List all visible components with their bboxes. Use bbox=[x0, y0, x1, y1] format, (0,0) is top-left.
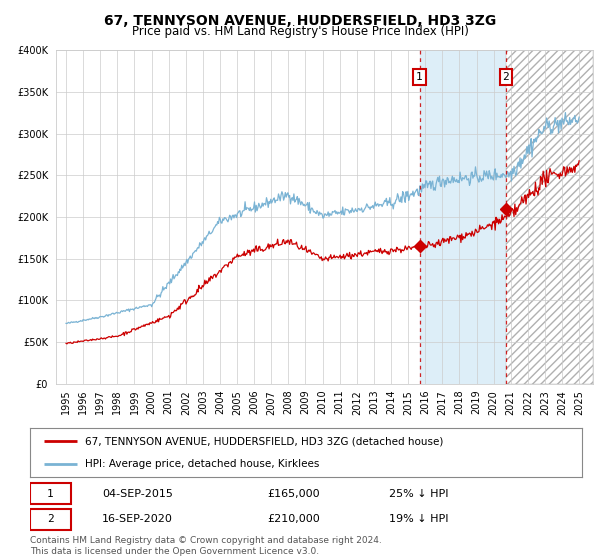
Text: 1: 1 bbox=[47, 489, 54, 499]
Text: 16-SEP-2020: 16-SEP-2020 bbox=[102, 514, 173, 524]
Text: 19% ↓ HPI: 19% ↓ HPI bbox=[389, 514, 448, 524]
Text: 04-SEP-2015: 04-SEP-2015 bbox=[102, 489, 173, 499]
Text: 2: 2 bbox=[502, 72, 509, 82]
Text: HPI: Average price, detached house, Kirklees: HPI: Average price, detached house, Kirk… bbox=[85, 459, 320, 469]
Text: 1: 1 bbox=[416, 72, 423, 82]
FancyBboxPatch shape bbox=[30, 508, 71, 530]
FancyBboxPatch shape bbox=[30, 483, 71, 505]
Text: Price paid vs. HM Land Registry's House Price Index (HPI): Price paid vs. HM Land Registry's House … bbox=[131, 25, 469, 38]
Text: £210,000: £210,000 bbox=[268, 514, 320, 524]
Text: 67, TENNYSON AVENUE, HUDDERSFIELD, HD3 3ZG: 67, TENNYSON AVENUE, HUDDERSFIELD, HD3 3… bbox=[104, 14, 496, 28]
Text: £165,000: £165,000 bbox=[268, 489, 320, 499]
Bar bbox=[419, 50, 506, 384]
Text: 25% ↓ HPI: 25% ↓ HPI bbox=[389, 489, 448, 499]
Text: 2: 2 bbox=[47, 514, 54, 524]
Bar bbox=[506, 50, 593, 384]
Text: 67, TENNYSON AVENUE, HUDDERSFIELD, HD3 3ZG (detached house): 67, TENNYSON AVENUE, HUDDERSFIELD, HD3 3… bbox=[85, 436, 443, 446]
Text: Contains HM Land Registry data © Crown copyright and database right 2024.
This d: Contains HM Land Registry data © Crown c… bbox=[30, 536, 382, 556]
